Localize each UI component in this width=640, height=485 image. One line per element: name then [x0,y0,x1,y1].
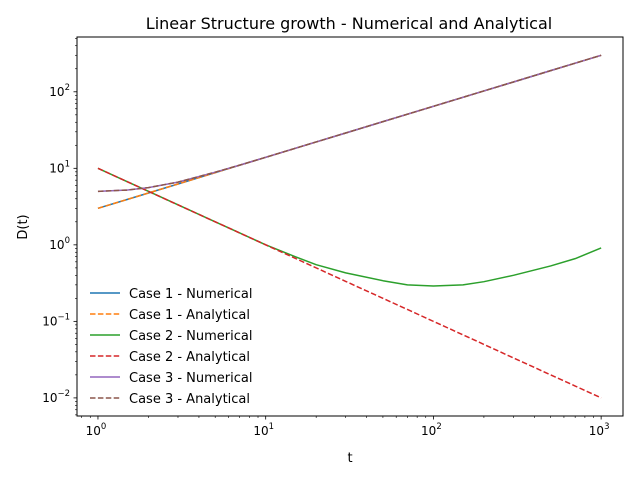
y-tick-exponent: 2 [65,83,70,93]
legend-label: Case 2 - Analytical [129,350,250,365]
y-tick-base: 10 [49,85,64,99]
x-tick-base: 10 [421,424,436,438]
legend-label: Case 2 - Numerical [129,329,252,344]
series-line-6 [97,54,602,193]
series-line-4 [97,167,602,399]
y-tick-label: 101 [49,159,70,175]
series-line-2 [97,54,602,210]
x-tick-exponent: 0 [101,422,106,432]
y-tick-label: 10−1 [42,312,70,328]
x-tick-base: 10 [86,424,101,438]
y-tick-base: 10 [49,238,64,252]
y-tick-label: 10−2 [42,389,70,405]
y-tick-base: 10 [42,314,57,328]
legend-label: Case 3 - Analytical [129,392,250,407]
x-tick-label: 100 [86,422,107,438]
plot-area [77,37,623,416]
x-tick-base: 10 [589,424,604,438]
x-tick-base: 10 [253,424,268,438]
x-tick-label: 102 [421,422,442,438]
y-tick-label: 100 [49,236,70,252]
y-tick-exponent: −1 [57,312,70,322]
y-tick-base: 10 [42,391,57,405]
x-tick-exponent: 2 [436,422,441,432]
plot-frame [76,36,624,417]
legend-label: Case 1 - Numerical [129,287,252,302]
legend: Case 1 - Numerical Case 1 - Analytical Cas… [90,287,252,407]
chart-title: Linear Structure growth - Numerical and … [146,14,552,33]
x-tick-exponent: 3 [604,422,609,432]
y-tick-exponent: −2 [57,389,70,399]
y-tick-label: 102 [49,83,70,99]
series-layer [97,54,602,399]
y-tick-base: 10 [49,161,64,175]
x-tick-label: 101 [253,422,274,438]
y-tick-exponent: 1 [65,159,70,169]
legend-label: Case 1 - Analytical [129,308,250,323]
x-axis-ticks: 100 101 102 103 [86,416,610,438]
x-tick-exponent: 1 [269,422,274,432]
x-tick-label: 103 [589,422,610,438]
legend-label: Case 3 - Numerical [129,371,252,386]
y-axis-label: D(t) [16,214,31,239]
y-tick-exponent: 0 [65,236,70,246]
x-axis-label: t [347,451,352,466]
